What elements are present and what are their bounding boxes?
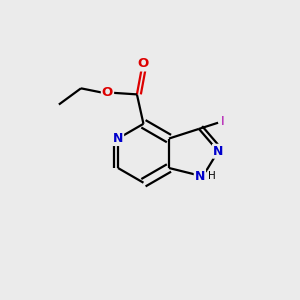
Text: N: N	[113, 132, 123, 145]
Text: N: N	[213, 145, 223, 158]
Text: H: H	[208, 171, 216, 181]
Text: O: O	[102, 86, 113, 99]
Text: N: N	[195, 170, 205, 183]
Text: I: I	[221, 115, 225, 128]
Text: O: O	[138, 58, 149, 70]
